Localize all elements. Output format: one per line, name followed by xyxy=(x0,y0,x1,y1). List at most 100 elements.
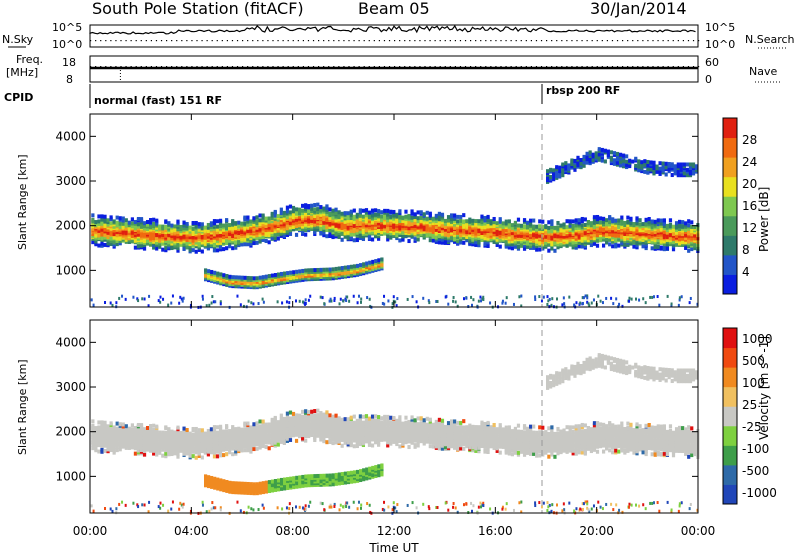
power-cell xyxy=(164,246,167,250)
nave-point xyxy=(338,66,339,67)
noise-search-point xyxy=(277,40,278,41)
power-cell xyxy=(593,298,595,301)
noise-search-point xyxy=(652,40,653,41)
velocity-cell xyxy=(219,451,222,455)
power-cell xyxy=(162,298,164,301)
power-cell xyxy=(625,154,628,158)
power-cell xyxy=(338,210,341,214)
power-cell xyxy=(534,298,536,301)
power-cell xyxy=(651,246,654,250)
nave-top-tick: 60 xyxy=(705,56,719,69)
velocity-cell xyxy=(298,414,301,418)
power-cell xyxy=(598,152,601,156)
nave-point xyxy=(348,66,349,67)
power-cell xyxy=(210,221,213,225)
power-cell xyxy=(213,248,216,252)
power-cell xyxy=(689,166,692,170)
power-cell xyxy=(550,219,553,223)
power-cell xyxy=(417,238,420,242)
power-cell xyxy=(518,295,520,298)
power-cell xyxy=(111,304,113,307)
nave-point xyxy=(207,66,208,67)
power-cell xyxy=(307,268,310,272)
power-cell xyxy=(689,162,692,166)
power-cell xyxy=(149,218,152,222)
power-cell xyxy=(362,262,365,266)
power-cell xyxy=(607,150,610,154)
nave-point xyxy=(328,66,329,67)
power-cell xyxy=(225,218,228,222)
power-cell xyxy=(277,300,279,303)
power-cell xyxy=(263,301,265,304)
power-cell xyxy=(158,224,161,228)
power-cell xyxy=(586,161,589,165)
power-cell xyxy=(563,302,565,305)
power-cell xyxy=(301,204,304,208)
power-cell xyxy=(110,221,113,225)
power-cell xyxy=(414,237,417,241)
noise-search-point xyxy=(450,40,451,41)
power-cell xyxy=(558,175,561,179)
power-cell xyxy=(131,217,134,221)
nave-point xyxy=(627,66,628,67)
power-cell xyxy=(671,162,674,166)
velocity-cell xyxy=(134,426,137,430)
power-cell xyxy=(597,295,599,298)
power-cell xyxy=(222,224,225,228)
power-cell xyxy=(323,268,326,272)
power-cell xyxy=(566,219,569,223)
velocity-cell xyxy=(176,426,179,430)
power-cell xyxy=(483,242,486,246)
power-cell xyxy=(690,247,693,251)
nave-point xyxy=(632,66,633,67)
noise-search-point xyxy=(323,40,324,41)
velocity-cell xyxy=(195,430,198,434)
power-cell xyxy=(608,242,611,246)
power-cell xyxy=(204,268,207,272)
nave-point xyxy=(359,66,360,67)
noise-search-point xyxy=(257,40,258,41)
power-cell xyxy=(555,165,558,169)
nave-point xyxy=(394,66,395,67)
noise-search-point xyxy=(500,40,501,41)
power-cell xyxy=(214,300,216,303)
nave-point xyxy=(505,66,506,67)
noise-search-point xyxy=(617,40,618,41)
power-cell xyxy=(453,213,456,217)
power-cell xyxy=(386,209,389,213)
power-cell xyxy=(681,295,683,298)
power-cell xyxy=(346,296,348,299)
power-cell xyxy=(681,225,684,229)
power-cell xyxy=(225,224,228,228)
noise-search-point xyxy=(333,40,334,41)
power-cell xyxy=(575,301,577,304)
power-cell xyxy=(271,274,274,278)
power-cell xyxy=(243,221,246,225)
noise-search-point xyxy=(359,40,360,41)
power-cell xyxy=(313,268,316,272)
power-cell xyxy=(383,214,386,218)
velocity-cell xyxy=(116,427,119,431)
velocity-cell xyxy=(222,453,225,457)
power-cell xyxy=(558,169,561,173)
power-cell xyxy=(619,160,622,164)
power-cell xyxy=(480,215,483,219)
power-cell xyxy=(283,272,286,276)
power-cell xyxy=(328,232,331,236)
power-cell xyxy=(213,219,216,223)
nave-point xyxy=(663,66,664,67)
nave-bottom-tick: 0 xyxy=(705,73,712,86)
velocity-cell xyxy=(189,432,192,436)
power-cell xyxy=(377,258,380,262)
nave-point xyxy=(450,66,451,67)
velocity-cell xyxy=(170,430,173,434)
noise-search-point xyxy=(556,40,557,41)
power-cell xyxy=(368,261,371,265)
nave-point xyxy=(698,66,699,67)
noise-search-point xyxy=(242,40,243,41)
y-tick-label: 2000 xyxy=(55,219,86,233)
nave-point xyxy=(242,66,243,67)
power-cell xyxy=(579,302,581,305)
noise-search-point xyxy=(566,40,567,41)
power-cell xyxy=(620,216,623,220)
